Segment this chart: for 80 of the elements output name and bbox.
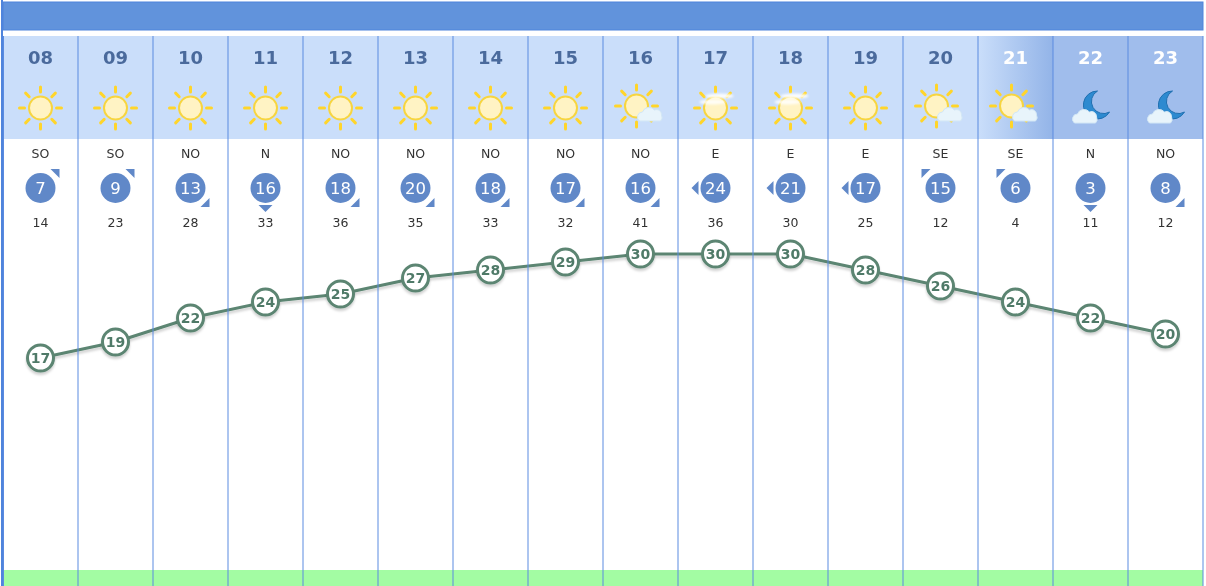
text: NO (330, 146, 351, 161)
text: 16 (630, 179, 651, 198)
text: NO (180, 146, 201, 161)
text: 35 (407, 215, 424, 230)
text: NO (630, 146, 651, 161)
x-tick-label: 17 (702, 47, 729, 68)
x-tick-label: 08 (27, 47, 54, 68)
text: 33 (482, 215, 499, 230)
x-tick-label: 20 (927, 47, 954, 68)
text: 3 (1085, 179, 1096, 198)
text: 23 (107, 215, 124, 230)
x-tick-label: 19 (852, 47, 879, 68)
text: 18 (480, 179, 501, 198)
text: 15 (930, 179, 951, 198)
text: 32 (557, 215, 574, 230)
data-label: 28 (855, 262, 876, 278)
text: 12 (932, 215, 949, 230)
data-label: 22 (180, 310, 201, 326)
x-tick-label: 15 (552, 47, 579, 68)
data-label: 22 (1080, 310, 1101, 326)
text: 25 (857, 215, 874, 230)
data-label: 30 (780, 246, 801, 262)
x-tick-label: 21 (1002, 47, 1029, 68)
text: N (260, 146, 271, 161)
x-tick-label: 09 (102, 47, 129, 68)
x-tick-label: 10 (177, 47, 204, 68)
text: 20 (405, 179, 426, 198)
text: 24 (705, 179, 726, 198)
text: E (786, 146, 795, 161)
x-tick-label: 12 (327, 47, 354, 68)
text: 9 (110, 179, 121, 198)
data-label: 28 (480, 262, 501, 278)
text: 28 (182, 215, 199, 230)
text: SO (31, 146, 50, 161)
text: 12 (1157, 215, 1174, 230)
x-tick-label: 18 (777, 47, 804, 68)
data-label: 24 (255, 294, 276, 310)
x-tick-label: 13 (402, 47, 429, 68)
text: E (861, 146, 870, 161)
text: 8 (1160, 179, 1171, 198)
text: 17 (855, 179, 876, 198)
text: E (711, 146, 720, 161)
x-tick-label: 14 (477, 47, 504, 68)
text: 36 (332, 215, 349, 230)
text: 13 (180, 179, 201, 198)
text: 11 (1082, 215, 1099, 230)
data-label: 17 (30, 350, 51, 366)
text: NO (555, 146, 576, 161)
text: 16 (255, 179, 276, 198)
data-label: 30 (630, 246, 651, 262)
text: 7 (35, 179, 46, 198)
text: 14 (32, 215, 49, 230)
text: NO (480, 146, 501, 161)
data-label: 29 (555, 254, 576, 270)
text: 17 (555, 179, 576, 198)
data-label: 19 (105, 334, 126, 350)
text: SE (1007, 146, 1024, 161)
text: SO (106, 146, 125, 161)
text: 41 (632, 215, 649, 230)
text: 18 (330, 179, 351, 198)
data-label: 20 (1155, 326, 1176, 342)
text: 33 (257, 215, 274, 230)
text: 36 (707, 215, 724, 230)
data-label: 26 (930, 278, 951, 294)
text: SE (932, 146, 949, 161)
text: NO (405, 146, 426, 161)
x-tick-label: 22 (1077, 47, 1104, 68)
data-label: 24 (1005, 294, 1026, 310)
data-label: 27 (405, 270, 426, 286)
x-tick-label: 16 (627, 47, 654, 68)
text: NO (1155, 146, 1176, 161)
x-tick-label: 11 (252, 47, 279, 68)
text: N (1085, 146, 1096, 161)
text: 4 (1011, 215, 1020, 230)
data-label: 25 (330, 286, 351, 302)
data-label: 30 (705, 246, 726, 262)
x-tick-label: 23 (1152, 47, 1179, 68)
text: 6 (1010, 179, 1021, 198)
text: 30 (782, 215, 799, 230)
text: 21 (780, 179, 801, 198)
